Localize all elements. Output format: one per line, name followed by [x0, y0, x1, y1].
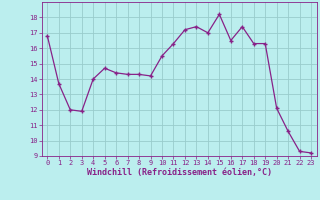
X-axis label: Windchill (Refroidissement éolien,°C): Windchill (Refroidissement éolien,°C) [87, 168, 272, 177]
